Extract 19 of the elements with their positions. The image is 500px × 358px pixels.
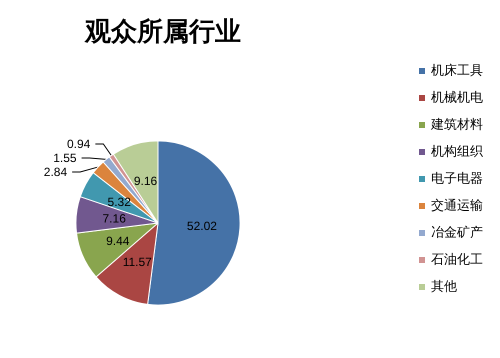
data-label: 9.44 [106, 234, 130, 248]
legend-label: 其他 [431, 280, 457, 294]
data-label: 7.16 [102, 212, 126, 226]
data-label: 2.84 [44, 164, 68, 179]
legend-label: 机械机电 [431, 90, 483, 106]
legend-label: 建筑材料 [430, 118, 483, 132]
data-label: 5.32 [108, 195, 132, 210]
legend-label: 电子电器 [431, 172, 483, 186]
legend-label: 冶金矿产 [431, 226, 483, 240]
legend-label: 机床工具 [431, 64, 483, 78]
legend-label: 机构组织 [431, 144, 483, 160]
data-label: 52.02 [186, 218, 218, 233]
legend-label: 石油化工 [431, 252, 483, 268]
data-label: 9.16 [134, 174, 158, 188]
data-label: 0.94 [66, 136, 91, 151]
chart-title: 观众所属行业 [84, 17, 241, 47]
data-label: 1.55 [53, 150, 77, 165]
data-label: 11.57 [122, 254, 152, 269]
legend-label: 交通运输 [431, 198, 483, 214]
